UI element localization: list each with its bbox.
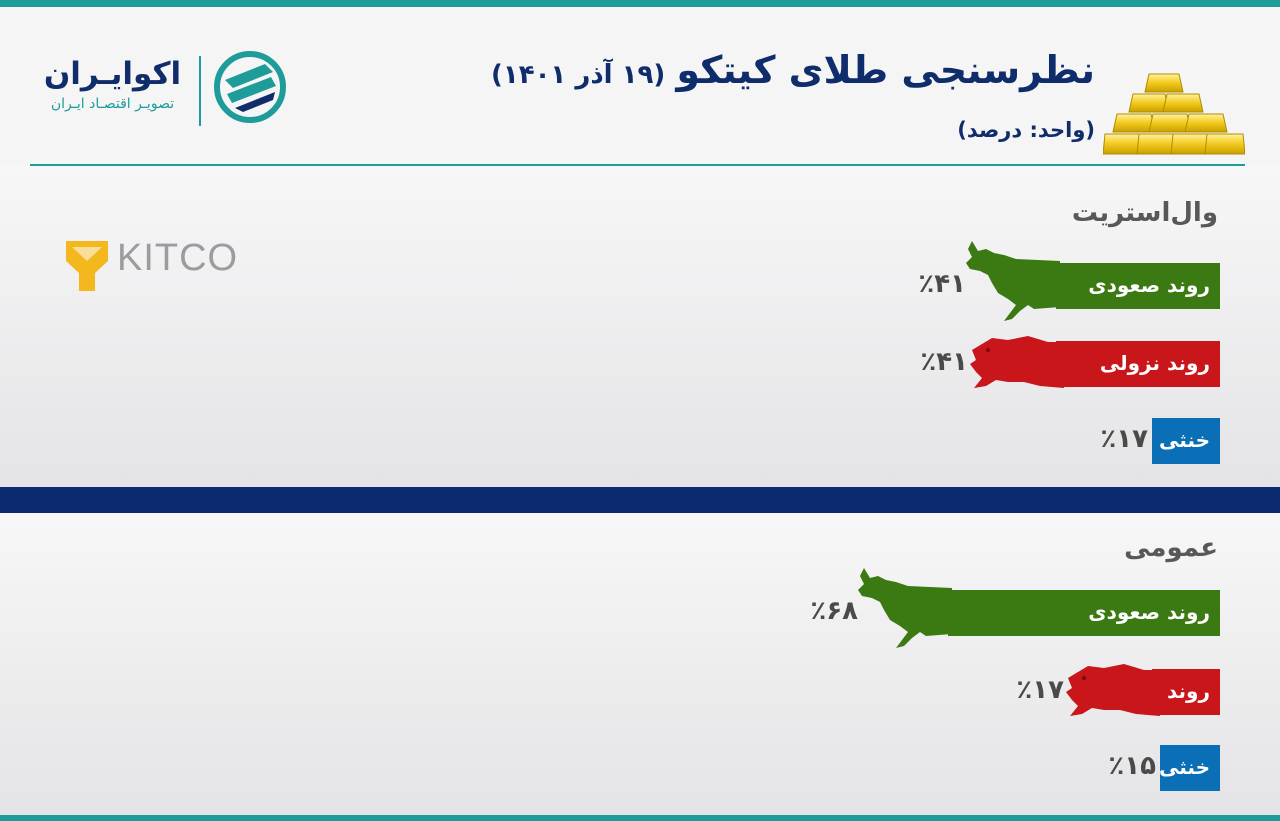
- title-main: نظرسنجی طلای کیتکو: [676, 48, 1095, 92]
- kitco-logo-text: KITCO: [117, 237, 239, 279]
- kitco-logo-icon: [66, 241, 108, 291]
- brand-logo-separator: [199, 56, 201, 126]
- brand-logo-text: اکوایـران تصویـر اقتصـاد ایـران: [30, 56, 195, 112]
- top-frame-line: [0, 0, 1280, 7]
- ecoiran-logo-icon: [214, 51, 286, 123]
- section-background-wallstreet: [0, 166, 1280, 487]
- brand-name: اکوایـران: [43, 56, 182, 92]
- header-underline: [30, 164, 1245, 166]
- page-title: نظرسنجی طلای کیتکو (۱۹ آذر ۱۴۰۱): [491, 48, 1095, 92]
- unit-label: (واحد: درصد): [957, 118, 1095, 142]
- section-divider: [0, 487, 1280, 513]
- gold-bars-icon: [1103, 73, 1245, 155]
- section-title-wallstreet: وال‌استریت: [1071, 198, 1218, 228]
- section-title-general: عمومی: [1124, 533, 1218, 563]
- bottom-frame-line: [0, 815, 1280, 821]
- section-background-general: [0, 513, 1280, 815]
- brand-tagline: تصویـر اقتصـاد ایـران: [50, 96, 175, 112]
- title-date: (۱۹ آذر ۱۴۰۱): [490, 60, 666, 90]
